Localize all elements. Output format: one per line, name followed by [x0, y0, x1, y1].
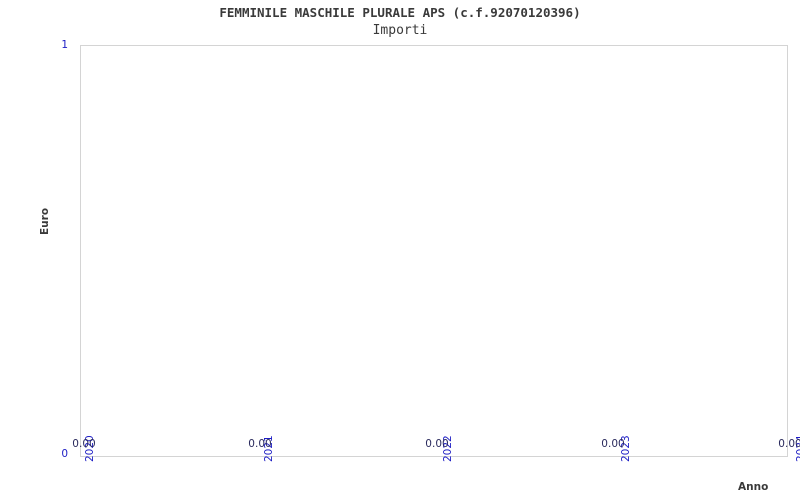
plot-area [80, 45, 788, 457]
data-point-label: 0.00 [248, 438, 272, 450]
y-axis-label: Euro [39, 207, 51, 235]
data-point-label: 0.00 [778, 438, 800, 450]
data-point-label: 0.00 [425, 438, 449, 450]
y-axis-tick-min: 0 [61, 448, 68, 460]
data-point-label: 0.00 [601, 438, 625, 450]
y-axis-tick-max: 1 [61, 39, 68, 51]
chart-subtitle: Importi [372, 23, 428, 38]
data-point-label: 0.00 [72, 438, 96, 450]
x-axis-label: Anno [738, 481, 769, 493]
page-title: FEMMINILE MASCHILE PLURALE APS (c.f.9207… [219, 5, 581, 20]
